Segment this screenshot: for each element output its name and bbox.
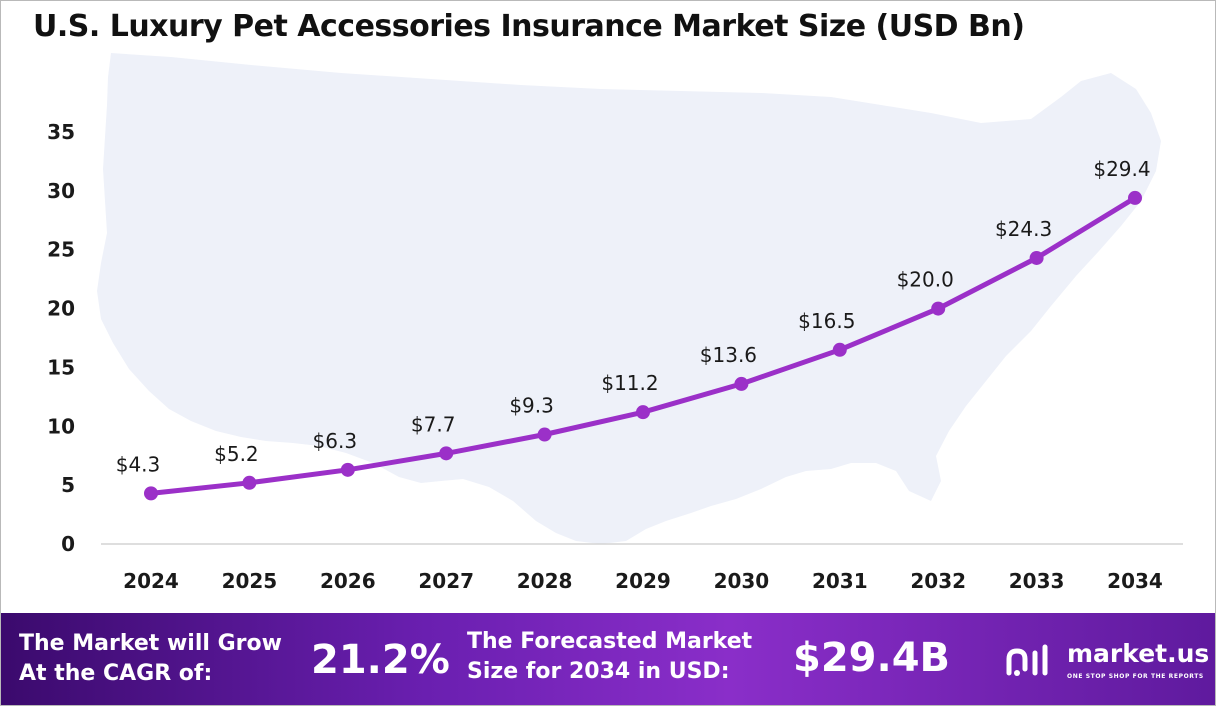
y-tick-label-1: 5 bbox=[61, 473, 75, 497]
market-us-logo-icon bbox=[1006, 644, 1048, 676]
brand-logo: market.us ONE STOP SHOP FOR THE REPORTS bbox=[1005, 639, 1211, 685]
x-tick-label-0: 2024 bbox=[123, 569, 179, 593]
data-point-10 bbox=[1128, 190, 1142, 205]
data-point-9 bbox=[1029, 250, 1044, 265]
data-point-0 bbox=[144, 486, 158, 501]
y-tick-label-3: 15 bbox=[47, 355, 75, 379]
y-tick-label-7: 35 bbox=[47, 120, 75, 144]
y-tick-label-4: 20 bbox=[47, 297, 75, 321]
cagr-label: The Market will Grow At the CAGR of: bbox=[19, 631, 282, 686]
data-label-10: $29.4 bbox=[1093, 157, 1150, 181]
y-tick-label-6: 30 bbox=[47, 179, 75, 203]
data-labels: $4.3 $5.2 $6.3 $7.7 $9.3 $11.2 $13.6 $16.5 $20.0… bbox=[116, 157, 1151, 476]
data-point-4 bbox=[537, 427, 552, 442]
y-axis-ticks: 0 5 10 15 20 25 30 35 bbox=[47, 120, 75, 556]
summary-footer: The Market will Grow At the CAGR of: 21.… bbox=[1, 613, 1215, 705]
x-tick-label-5: 2029 bbox=[615, 569, 671, 593]
x-tick-label-7: 2031 bbox=[812, 569, 868, 593]
chart-title: U.S. Luxury Pet Accessories Insurance Ma… bbox=[33, 9, 1025, 44]
y-tick-label-5: 25 bbox=[47, 238, 75, 262]
data-label-7: $16.5 bbox=[798, 309, 855, 333]
x-tick-label-6: 2030 bbox=[714, 569, 770, 593]
data-point-8 bbox=[931, 301, 946, 316]
x-tick-label-8: 2032 bbox=[910, 569, 966, 593]
data-point-2 bbox=[340, 462, 355, 477]
y-tick-label-2: 10 bbox=[47, 414, 75, 438]
y-tick-label-0: 0 bbox=[61, 532, 75, 556]
forecast-value: $29.4B bbox=[793, 635, 951, 681]
x-tick-label-3: 2027 bbox=[418, 569, 474, 593]
data-label-6: $13.6 bbox=[700, 343, 757, 367]
data-label-1: $5.2 bbox=[214, 442, 259, 466]
data-label-8: $20.0 bbox=[897, 268, 954, 292]
us-map-silhouette bbox=[97, 53, 1161, 544]
x-tick-label-2: 2026 bbox=[320, 569, 376, 593]
data-label-2: $6.3 bbox=[313, 429, 358, 453]
data-label-3: $7.7 bbox=[411, 412, 456, 436]
x-tick-label-9: 2033 bbox=[1009, 569, 1065, 593]
cagr-value: 21.2% bbox=[311, 637, 450, 683]
data-point-3 bbox=[439, 446, 454, 461]
x-tick-label-1: 2025 bbox=[222, 569, 278, 593]
data-label-0: $4.3 bbox=[116, 452, 161, 476]
series-points bbox=[144, 190, 1142, 501]
brand-tagline: ONE STOP SHOP FOR THE REPORTS bbox=[1067, 673, 1204, 680]
x-tick-label-4: 2028 bbox=[517, 569, 573, 593]
data-label-9: $24.3 bbox=[995, 217, 1052, 241]
data-point-1 bbox=[242, 475, 257, 490]
x-tick-label-10: 2034 bbox=[1107, 569, 1163, 593]
data-point-5 bbox=[636, 405, 650, 420]
brand-name: market.us bbox=[1067, 639, 1210, 668]
data-point-6 bbox=[734, 376, 749, 391]
x-axis-ticks: 2024 2025 2026 2027 2028 2029 2030 2031 2032 2033… bbox=[123, 569, 1163, 593]
data-label-4: $9.3 bbox=[509, 394, 554, 418]
data-label-5: $11.2 bbox=[601, 371, 658, 395]
data-point-7 bbox=[832, 342, 847, 357]
forecast-label: The Forecasted Market Size for 2034 in U… bbox=[467, 629, 753, 684]
